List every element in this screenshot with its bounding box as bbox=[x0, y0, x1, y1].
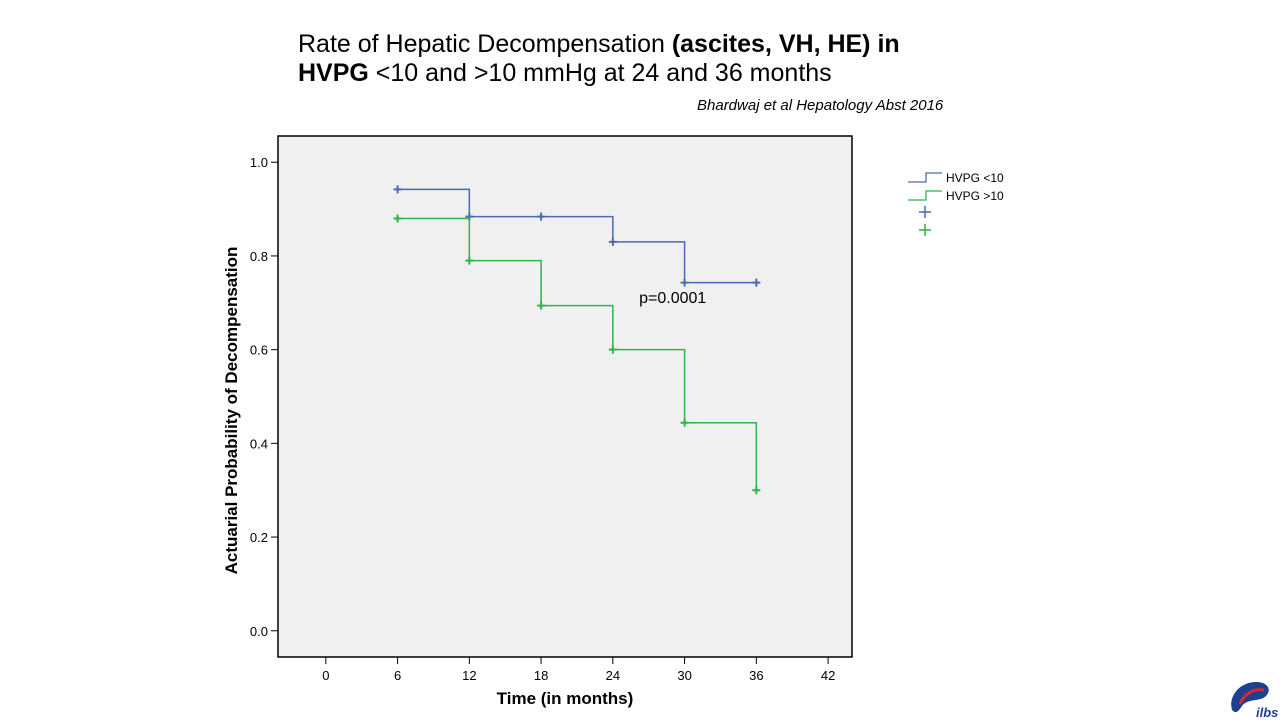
title-part-1: Rate of Hepatic Decompensation bbox=[298, 30, 672, 58]
y-tick-label: 0.6 bbox=[250, 343, 268, 358]
legend-line-1 bbox=[908, 172, 942, 183]
plot-area bbox=[277, 135, 853, 658]
x-tick-label: 12 bbox=[462, 668, 476, 683]
x-tick-label: 0 bbox=[322, 668, 329, 683]
legend-line-2 bbox=[908, 190, 942, 201]
x-tick-label: 18 bbox=[534, 668, 548, 683]
x-tick-label: 42 bbox=[821, 668, 835, 683]
x-tick-label: 36 bbox=[749, 668, 763, 683]
citation: Bhardwaj et al Hepatology Abst 2016 bbox=[697, 97, 944, 114]
legend-censor-mark-2 bbox=[919, 224, 931, 236]
censor-mark bbox=[393, 185, 402, 194]
series-line-2 bbox=[397, 217, 758, 491]
title-part-3: HVPG bbox=[298, 59, 369, 87]
censor-mark bbox=[680, 278, 689, 287]
y-tick-label: 0.2 bbox=[250, 530, 268, 545]
censor-mark bbox=[465, 256, 474, 265]
slide-title: Rate of Hepatic Decompensation (ascites,… bbox=[298, 30, 900, 88]
x-tick-label: 30 bbox=[677, 668, 691, 683]
legend-label-2: HVPG >10 bbox=[946, 189, 1004, 203]
x-tick-label: 24 bbox=[606, 668, 620, 683]
title-part-2: (ascites, VH, HE) in bbox=[671, 30, 900, 58]
x-axis-label: Time (in months) bbox=[497, 689, 634, 708]
censor-mark bbox=[752, 486, 761, 495]
legend-censor-mark-1 bbox=[919, 206, 931, 218]
title-part-4: <10 and >10 mmHg at 24 and 36 months bbox=[368, 59, 832, 87]
censor-mark bbox=[608, 237, 617, 246]
y-tick-label: 1.0 bbox=[250, 155, 268, 170]
series-line-1 bbox=[397, 188, 757, 284]
y-tick-label: 0.8 bbox=[250, 249, 268, 264]
logo-text: ilbs bbox=[1256, 705, 1278, 720]
y-axis-label: Actuarial Probability of Decompensation bbox=[222, 247, 241, 575]
legend-label-1: HVPG <10 bbox=[946, 171, 1004, 185]
y-tick-label: 0.0 bbox=[250, 624, 268, 639]
censor-mark bbox=[393, 214, 402, 223]
censor-mark bbox=[537, 301, 546, 310]
censor-mark bbox=[537, 212, 546, 221]
y-tick-label: 0.4 bbox=[250, 436, 268, 451]
p-value-annotation: p=0.0001 bbox=[639, 290, 706, 307]
censor-mark bbox=[752, 278, 761, 287]
censor-mark bbox=[608, 345, 617, 354]
ilbs-logo: ilbs bbox=[1231, 682, 1278, 720]
x-tick-label: 6 bbox=[394, 668, 401, 683]
censor-mark bbox=[680, 418, 689, 427]
